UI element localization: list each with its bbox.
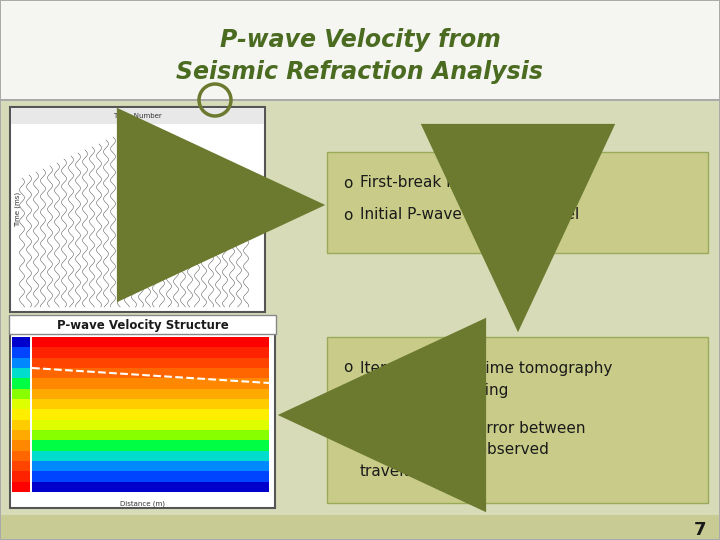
Text: Trace Number: Trace Number: [113, 113, 162, 119]
Text: P-wave Velocity from: P-wave Velocity from: [220, 28, 500, 52]
Text: traveltimes: traveltimes: [360, 464, 447, 480]
FancyBboxPatch shape: [327, 152, 708, 253]
FancyBboxPatch shape: [12, 430, 30, 440]
FancyBboxPatch shape: [32, 461, 269, 471]
FancyBboxPatch shape: [32, 368, 269, 379]
FancyBboxPatch shape: [1, 1, 719, 100]
Text: o: o: [343, 361, 353, 375]
Text: o: o: [343, 207, 353, 222]
FancyBboxPatch shape: [12, 409, 30, 420]
FancyBboxPatch shape: [12, 337, 30, 347]
Text: Minimizing the error between: Minimizing the error between: [360, 421, 585, 435]
Text: o: o: [343, 176, 353, 191]
FancyBboxPatch shape: [32, 409, 269, 420]
FancyBboxPatch shape: [10, 107, 265, 312]
FancyBboxPatch shape: [12, 368, 30, 379]
Text: Iterative travel-time tomography: Iterative travel-time tomography: [360, 361, 613, 375]
FancyBboxPatch shape: [32, 482, 269, 492]
Text: Initial P-wave velocity model: Initial P-wave velocity model: [360, 207, 580, 222]
FancyBboxPatch shape: [12, 357, 30, 368]
Text: Distance (m): Distance (m): [120, 501, 165, 507]
FancyBboxPatch shape: [32, 420, 269, 430]
Text: o: o: [343, 421, 353, 435]
FancyBboxPatch shape: [32, 389, 269, 399]
Text: Time (ms): Time (ms): [14, 192, 22, 227]
FancyBboxPatch shape: [32, 471, 269, 482]
FancyBboxPatch shape: [32, 337, 269, 347]
Text: Seismic Refraction Analysis: Seismic Refraction Analysis: [176, 60, 544, 84]
FancyBboxPatch shape: [11, 108, 264, 124]
FancyBboxPatch shape: [9, 315, 276, 334]
FancyBboxPatch shape: [12, 482, 30, 492]
FancyBboxPatch shape: [12, 420, 30, 430]
FancyBboxPatch shape: [327, 337, 708, 503]
FancyBboxPatch shape: [32, 430, 269, 440]
FancyBboxPatch shape: [12, 440, 30, 451]
FancyBboxPatch shape: [32, 379, 269, 389]
Text: calculated and observed: calculated and observed: [360, 442, 549, 457]
FancyBboxPatch shape: [32, 440, 269, 451]
FancyBboxPatch shape: [12, 379, 30, 389]
Text: First-break Pick analysis: First-break Pick analysis: [360, 176, 544, 191]
FancyBboxPatch shape: [12, 451, 30, 461]
FancyBboxPatch shape: [12, 461, 30, 471]
FancyBboxPatch shape: [1, 515, 719, 539]
FancyBboxPatch shape: [1, 99, 719, 100]
Text: 7: 7: [694, 521, 706, 539]
FancyBboxPatch shape: [12, 471, 30, 482]
FancyBboxPatch shape: [10, 333, 275, 508]
FancyBboxPatch shape: [12, 347, 30, 357]
Text: through ray tracing: through ray tracing: [360, 382, 508, 397]
FancyBboxPatch shape: [32, 451, 269, 461]
Text: P-wave Velocity Structure: P-wave Velocity Structure: [57, 319, 228, 332]
FancyBboxPatch shape: [1, 100, 719, 515]
FancyBboxPatch shape: [32, 347, 269, 357]
Text: Raw shot from AWD line: Raw shot from AWD line: [58, 320, 217, 333]
FancyBboxPatch shape: [32, 399, 269, 409]
FancyBboxPatch shape: [32, 357, 269, 368]
FancyBboxPatch shape: [12, 389, 30, 399]
FancyBboxPatch shape: [12, 399, 30, 409]
